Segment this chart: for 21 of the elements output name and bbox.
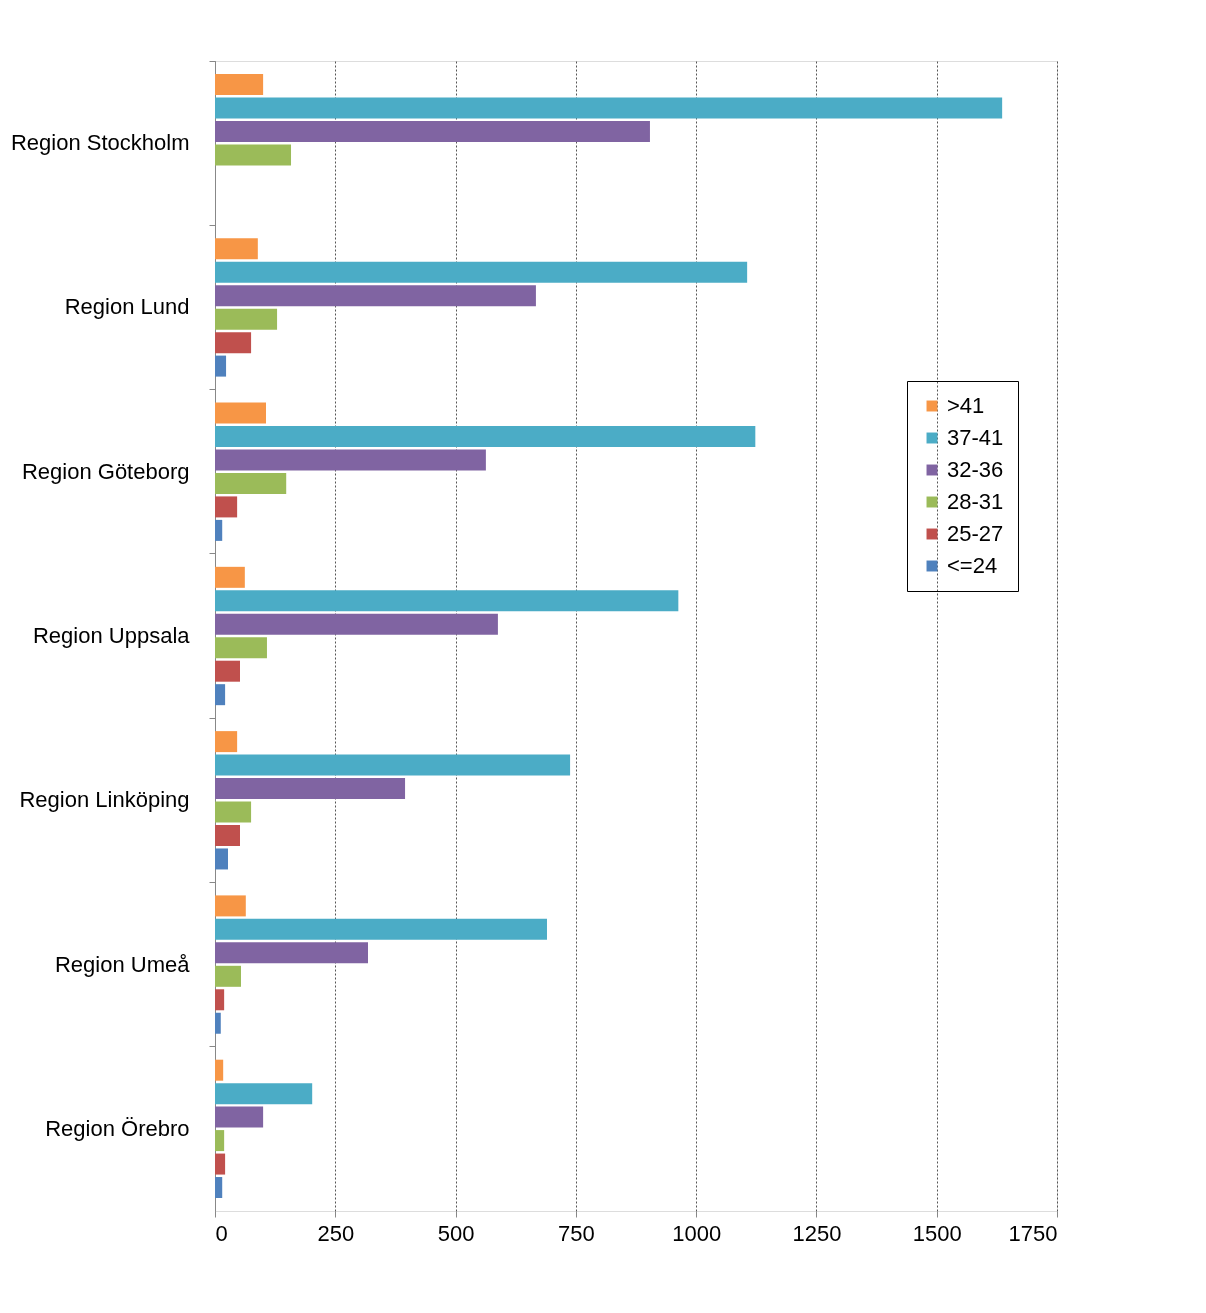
y-tick-label: Region Örebro (45, 1115, 190, 1141)
legend-label: 25-27 (947, 521, 1004, 546)
y-tick-label: Region Linköping (19, 787, 190, 813)
legend-label: 28-31 (947, 489, 1004, 514)
legend-label: >41 (947, 393, 985, 418)
legend-label: 37-41 (947, 425, 1004, 450)
x-tick-label: 1000 (672, 1220, 722, 1246)
x-tick-label: 1500 (912, 1220, 962, 1246)
x-tick-label: 250 (317, 1220, 355, 1246)
x-tick-label: 1750 (1008, 1220, 1058, 1246)
x-tick-label: 0 (215, 1220, 228, 1246)
y-tick-label: Region Göteborg (21, 458, 190, 484)
y-tick-label: Region Lund (64, 294, 190, 320)
x-tick-label: 750 (558, 1220, 595, 1246)
y-tick-label: Region Umeå (54, 951, 191, 977)
y-tick-label: Region Uppsala (32, 623, 191, 648)
legend-label: <=24 (947, 553, 998, 578)
x-tick-label: 500 (437, 1220, 475, 1246)
y-tick-label: Region Stockholm (10, 130, 190, 156)
legend-label: 32-36 (947, 457, 1004, 482)
x-tick-label: 1250 (792, 1220, 842, 1246)
